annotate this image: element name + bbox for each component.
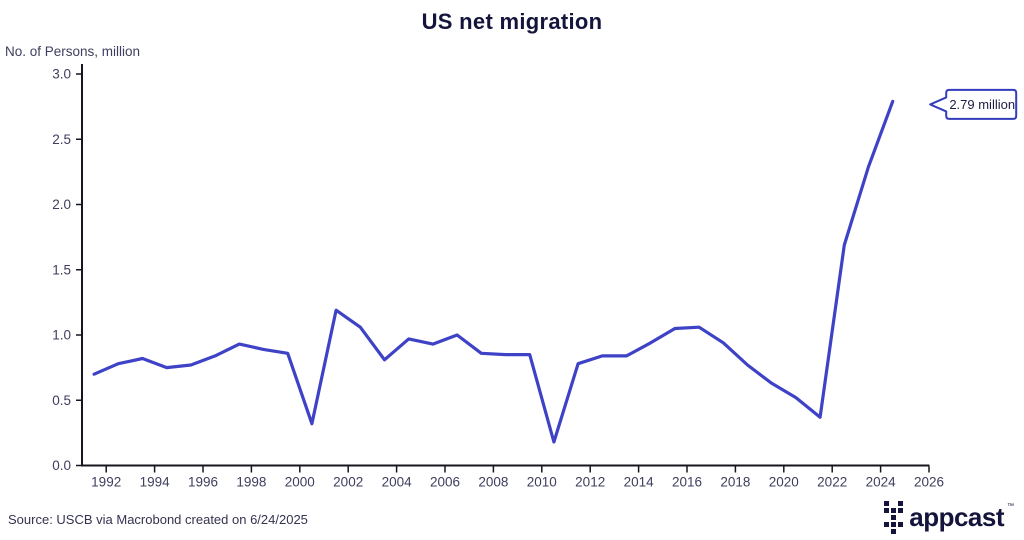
logo-dot [898, 507, 904, 513]
y-tick-label: 2.5 [52, 132, 71, 147]
y-axis-unit-label: No. of Persons, million [5, 44, 141, 59]
x-tick-label: 1998 [236, 475, 266, 490]
x-tick-label: 2026 [914, 475, 944, 490]
x-tick-label: 1992 [91, 475, 121, 490]
logo-dot [891, 528, 897, 534]
logo-dot [891, 507, 897, 513]
trademark-mark: ™ [1007, 503, 1014, 510]
logo-dot-empty [891, 501, 896, 506]
x-tick-label: 2002 [333, 475, 363, 490]
y-tick-label: 0.0 [52, 458, 71, 473]
x-tick-label: 2004 [382, 475, 413, 490]
logo-dot-empty [898, 529, 903, 534]
y-tick-label: 1.5 [52, 262, 71, 277]
appcast-logo-dots-icon [884, 500, 904, 534]
callout-label: 2.79 million [949, 97, 1015, 112]
migration-line [92, 99, 895, 444]
logo-dot [891, 514, 897, 520]
logo-dot [884, 521, 890, 527]
logo-dot-empty [898, 515, 903, 520]
appcast-logo: appcast ™ [884, 500, 1014, 534]
x-tick-label: 1994 [140, 475, 171, 490]
logo-dot [898, 521, 904, 527]
chart-title: US net migration [421, 9, 603, 34]
logo-dot [898, 500, 904, 506]
callout-bubble [929, 88, 1018, 120]
source-note: Source: USCB via Macrobond created on 6/… [8, 512, 308, 527]
x-tick-label: 2024 [866, 475, 897, 490]
logo-dot-empty [884, 529, 889, 534]
x-tick-label: 2010 [527, 475, 557, 490]
x-tick-label: 2018 [720, 475, 750, 490]
x-tick-label: 2008 [478, 475, 508, 490]
x-tick-label: 2020 [769, 475, 799, 490]
x-tick-label: 2022 [817, 475, 847, 490]
logo-dot [891, 521, 897, 527]
x-tick-label: 2014 [624, 475, 655, 490]
x-tick-label: 2000 [285, 475, 315, 490]
x-tick-label: 2012 [575, 475, 605, 490]
logo-dot-empty [884, 515, 889, 520]
y-tick-label: 2.0 [52, 197, 71, 212]
x-tick-label: 2016 [672, 475, 702, 490]
y-tick-label: 0.5 [52, 393, 71, 408]
logo-dot [884, 507, 890, 513]
appcast-logo-text: appcast [909, 502, 1004, 532]
x-tick-label: 1996 [188, 475, 218, 490]
y-tick-label: 3.0 [52, 67, 71, 82]
x-tick-label: 2006 [430, 475, 460, 490]
logo-dot [884, 500, 890, 506]
y-tick-label: 1.0 [52, 328, 71, 343]
